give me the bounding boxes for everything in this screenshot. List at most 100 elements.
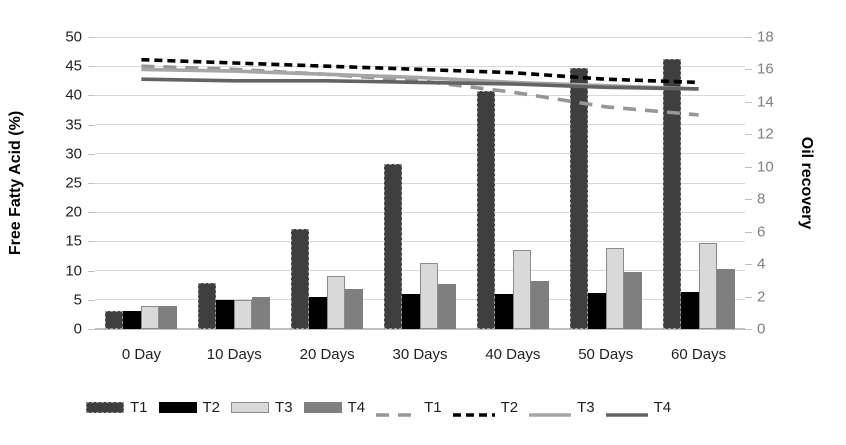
bar-t1-30-days (384, 163, 402, 329)
left-axis-tick-mark (88, 212, 95, 214)
x-axis-label: 50 Days (578, 346, 634, 363)
left-axis-tick-mark (88, 183, 95, 184)
legend-bar-swatch-t4 (303, 402, 342, 413)
legend-line-swatch-t2 (452, 405, 495, 417)
bar-t4-60-days (716, 268, 735, 329)
bar-t3-60-days (698, 243, 717, 329)
right-axis-tick-label: 2 (757, 288, 766, 306)
gridline (95, 36, 745, 38)
left-axis-tick-label: 10 (65, 262, 82, 280)
bar-t2-20-days (309, 296, 328, 329)
bar-t3-40-days (512, 249, 531, 329)
right-axis-tick-label: 8 (757, 190, 766, 208)
legend-bar-swatch-t2 (158, 402, 197, 413)
bar-t2-40-days (494, 293, 513, 329)
bar-t3-50-days (605, 247, 624, 329)
bar-t3-30-days (420, 263, 438, 329)
right-axis-tick-mark (745, 134, 752, 136)
legend-item-bar-1: T2 (158, 399, 221, 416)
right-axis-tick-label: 12 (757, 125, 774, 143)
bar-t2-10-days (216, 299, 235, 329)
bar-t3-10-days (234, 300, 253, 329)
bar-t2-50-days (587, 292, 606, 329)
right-axis-tick-label: 14 (757, 93, 774, 111)
legend-label: T1 (130, 399, 148, 416)
left-axis-tick-mark (88, 241, 95, 243)
left-axis-tick-label: 0 (73, 320, 82, 338)
left-axis-tick-mark (88, 66, 95, 68)
bar-t1-40-days (476, 90, 495, 329)
left-axis-tick-label: 40 (65, 86, 82, 104)
bar-t4-30-days (438, 284, 456, 329)
bar-t1-10-days (198, 283, 217, 329)
x-axis-label: 0 Day (121, 346, 162, 363)
line-t1 (141, 64, 699, 117)
bar-t4-20-days (345, 289, 364, 329)
left-axis-tick-label: 35 (65, 116, 82, 134)
bar-t1-0-day (105, 310, 124, 329)
legend-bar-swatch-t3 (231, 402, 270, 413)
bar-t4-0-day (159, 306, 178, 329)
right-axis-tick-label: 6 (757, 223, 766, 241)
legend-label: T2 (202, 399, 221, 416)
gridline (95, 240, 745, 242)
gridline (95, 153, 745, 155)
gridline (95, 124, 745, 126)
plot-area (95, 36, 745, 330)
bar-t4-10-days (252, 296, 271, 329)
right-axis-tick-label: 10 (757, 158, 774, 176)
gridline (95, 182, 745, 184)
legend-label: T3 (275, 399, 293, 416)
legend-item-line-2: T3 (529, 399, 595, 417)
left-axis-tick-mark (88, 270, 95, 272)
legend-line-swatch-t1 (376, 405, 419, 417)
right-axis-tick-mark (745, 101, 752, 103)
right-axis-tick-mark (745, 69, 752, 71)
bar-t2-0-day (123, 311, 142, 329)
left-axis-tick-mark (88, 124, 95, 126)
legend-label: T1 (424, 399, 442, 416)
legend-item-bar-0: T1 (86, 399, 148, 416)
left-axis-tick-mark (88, 329, 95, 330)
left-axis-tick-label: 45 (65, 57, 82, 75)
x-axis-label: 30 Days (392, 346, 448, 363)
bar-t2-30-days (402, 293, 420, 329)
legend-item-line-3: T4 (605, 399, 672, 417)
right-axis-tick-mark (745, 264, 752, 266)
legend-label: T4 (347, 399, 366, 416)
gridline (95, 94, 745, 96)
legend-item-bar-3: T4 (303, 399, 366, 416)
right-axis-tick-mark (745, 199, 752, 201)
x-axis-label: 20 Days (299, 346, 355, 363)
right-axis-tick-mark (745, 296, 752, 298)
legend-item-line-1: T2 (452, 399, 519, 417)
left-axis-tick-label: 30 (65, 145, 82, 163)
legend-label: T2 (500, 399, 519, 416)
left-axis-tick-label: 50 (65, 28, 82, 46)
legend-item-bar-2: T3 (231, 399, 293, 416)
x-axis-label: 60 Days (671, 346, 727, 363)
left-axis-tick-label: 5 (73, 291, 82, 309)
legend-bar-swatch-t1 (86, 402, 124, 413)
x-axis-label: 10 Days (206, 346, 262, 363)
left-axis-tick-label: 25 (65, 174, 82, 192)
right-axis-tick-mark (745, 329, 752, 330)
left-axis-tick-mark (88, 37, 95, 38)
legend-label: T4 (653, 399, 672, 416)
right-axis-tick-label: 18 (757, 28, 774, 46)
right-axis-tick-mark (745, 166, 752, 168)
legend-label: T3 (577, 399, 595, 416)
right-axis-tick-label: 4 (757, 255, 766, 273)
right-axis-tick-label: 0 (757, 320, 766, 338)
bar-t1-50-days (569, 67, 588, 329)
left-axis-tick-label: 15 (65, 232, 82, 250)
line-t4 (141, 77, 699, 91)
bar-t2-60-days (680, 292, 699, 329)
bar-t3-20-days (327, 275, 346, 329)
bar-t1-20-days (291, 229, 310, 329)
right-axis-title: Oil recovery (798, 136, 815, 230)
bar-t3-0-day (141, 305, 160, 329)
right-axis-tick-mark (745, 37, 752, 38)
